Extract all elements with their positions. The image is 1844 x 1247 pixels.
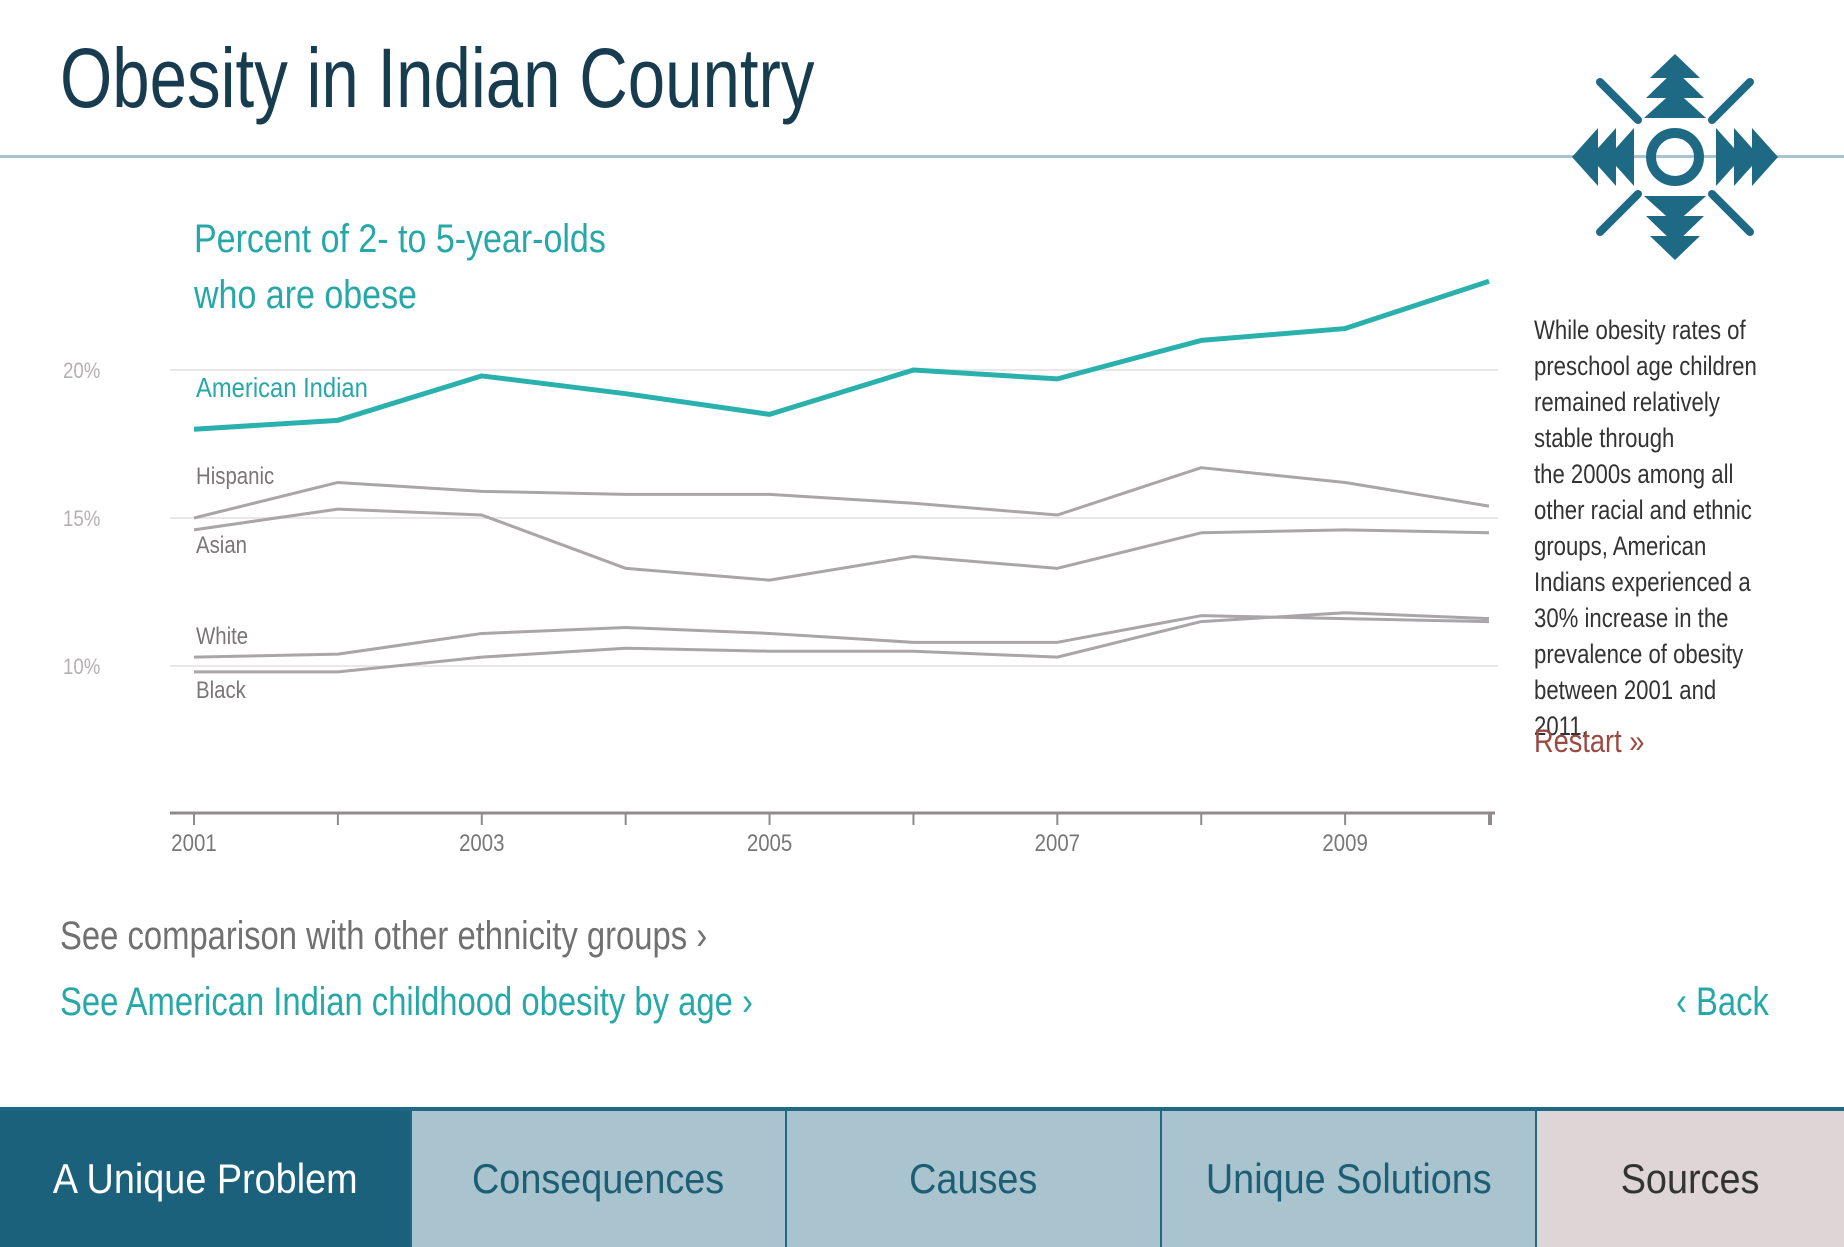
tab-consequences[interactable]: Consequences [412, 1111, 787, 1247]
series-label-american-indian: American Indian [196, 371, 368, 403]
x-tick-label: 2001 [171, 829, 216, 856]
gridlines [170, 369, 1498, 667]
series-line-american-indian [193, 278, 1490, 432]
back-link[interactable]: ‹ Back [1676, 980, 1769, 1024]
y-axis-labels: 20% 15% 10% [63, 360, 100, 680]
tab-label: Sources [1621, 1155, 1760, 1202]
chart-title-line-2: who are obese [193, 271, 417, 316]
x-axis: 2001 2003 2005 2007 2009 [170, 811, 1495, 856]
tab-label: Consequences [472, 1155, 725, 1202]
tab-a-unique-problem[interactable]: A Unique Problem [0, 1111, 412, 1247]
series-line-white [193, 614, 1490, 659]
tab-sources[interactable]: Sources [1537, 1111, 1844, 1247]
four-directions-icon [1572, 54, 1778, 260]
restart-link[interactable]: Restart » [1534, 723, 1645, 759]
y-tick-label: 10% [63, 656, 100, 680]
series-label-hispanic: Hispanic [196, 462, 274, 489]
series-line-black [194, 611, 1490, 674]
series-line-asian [193, 507, 1490, 582]
tab-label: Unique Solutions [1205, 1155, 1492, 1202]
series-label-white: White [196, 623, 248, 650]
series-label-asian: Asian [196, 531, 247, 558]
x-tick-label: 2005 [747, 829, 792, 856]
x-tick-label: 2003 [459, 829, 504, 856]
series-labels: American Indian Hispanic Asian White Black [196, 371, 368, 703]
series-line-hispanic [193, 466, 1490, 520]
chart-summary-text: While obesity rates of preschool age chi… [1534, 315, 1757, 741]
obesity-by-age-link[interactable]: See American Indian childhood obesity by… [60, 980, 753, 1024]
series-label-black: Black [196, 676, 247, 703]
series-lines [193, 278, 1490, 674]
obesity-line-chart: Percent of 2- to 5-year-olds who are obe… [63, 215, 1498, 856]
x-tick-label: 2007 [1035, 829, 1080, 856]
y-tick-label: 15% [63, 508, 100, 532]
chart-title-line-1: Percent of 2- to 5-year-olds [194, 215, 606, 260]
tab-label: Causes [909, 1155, 1038, 1202]
tab-causes[interactable]: Causes [787, 1111, 1162, 1247]
tab-label: A Unique Problem [52, 1155, 358, 1202]
page-title: Obesity in Indian Country [60, 31, 815, 125]
header-divider [0, 155, 1844, 158]
y-tick-label: 20% [63, 360, 100, 384]
compare-ethnicity-link[interactable]: See comparison with other ethnicity grou… [60, 914, 708, 958]
section-nav: A Unique Problem Consequences Causes Uni… [0, 1107, 1844, 1247]
x-tick-label: 2009 [1322, 829, 1367, 856]
tab-unique-solutions[interactable]: Unique Solutions [1162, 1111, 1537, 1247]
